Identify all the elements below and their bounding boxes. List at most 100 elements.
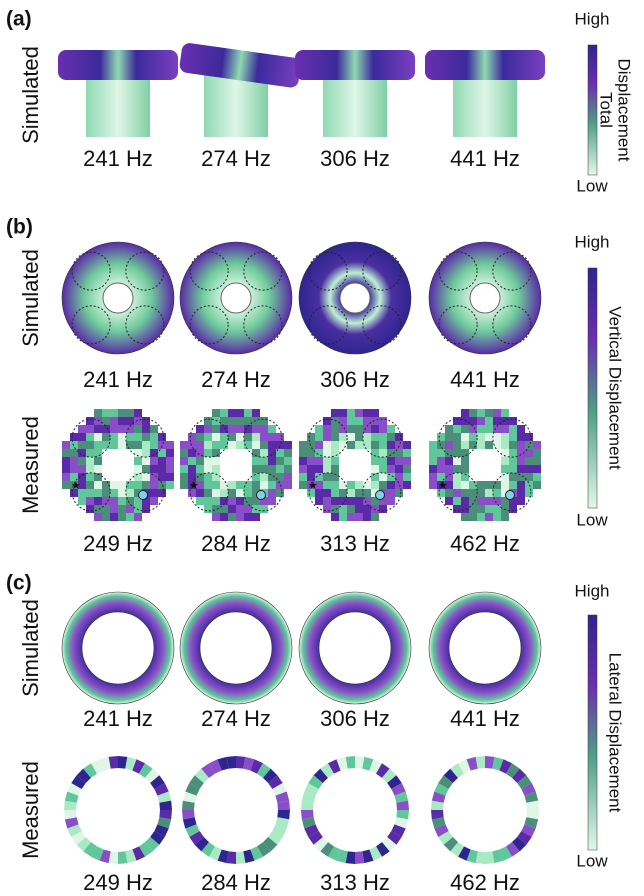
pixel <box>437 449 445 457</box>
mode-shape <box>301 756 409 864</box>
segment <box>466 756 478 771</box>
pixel <box>142 425 150 433</box>
cylinder-body <box>86 75 150 137</box>
pixel <box>453 457 461 465</box>
segment <box>355 851 365 864</box>
mode-shape <box>58 50 178 137</box>
pixel <box>339 489 347 497</box>
pixel <box>158 473 166 481</box>
pixel <box>268 497 276 505</box>
pixel <box>134 481 142 489</box>
colorbar <box>587 44 598 176</box>
pixel <box>485 497 493 505</box>
marker-circle <box>189 305 229 345</box>
pixel <box>323 441 331 449</box>
pixel <box>469 481 477 489</box>
segment <box>506 763 520 778</box>
marker-circle <box>362 418 402 458</box>
pixel <box>126 489 134 497</box>
pixel <box>276 441 284 449</box>
pixel <box>501 441 509 449</box>
pixel <box>220 457 228 465</box>
colorbar-title: Lateral Displacement <box>606 653 625 813</box>
marker-circle <box>438 251 478 291</box>
segment <box>431 810 444 820</box>
pixel <box>339 417 347 425</box>
pixel <box>118 441 126 449</box>
pixel <box>347 449 355 457</box>
marker-circle <box>492 251 532 291</box>
frequency-label: 249 Hz <box>83 531 153 556</box>
pixel <box>437 489 445 497</box>
pixel <box>110 481 118 489</box>
frequency-label: 441 Hz <box>450 367 520 392</box>
pixel <box>212 473 220 481</box>
segment <box>320 763 334 778</box>
pixel <box>260 441 268 449</box>
segment <box>301 791 316 803</box>
pixel <box>315 481 323 489</box>
pixel <box>323 497 331 505</box>
pixel <box>212 513 220 521</box>
pixel <box>363 441 371 449</box>
segment <box>243 849 255 864</box>
segment <box>394 791 409 803</box>
pixel <box>379 433 387 441</box>
pixel <box>485 417 493 425</box>
pixel <box>363 513 371 521</box>
segment <box>209 846 222 861</box>
pixel <box>102 449 110 457</box>
pixel <box>347 481 355 489</box>
pixel <box>461 425 469 433</box>
pixel <box>307 489 315 497</box>
pixel <box>158 481 166 489</box>
pixel <box>347 473 355 481</box>
pixel <box>236 457 244 465</box>
pixel <box>445 489 453 497</box>
pixel <box>493 505 501 513</box>
pixel <box>94 473 102 481</box>
pixel <box>525 473 533 481</box>
pixel <box>236 433 244 441</box>
segment <box>301 800 314 810</box>
pixel <box>387 481 395 489</box>
pixel <box>118 409 126 417</box>
pixel <box>62 449 70 457</box>
pixel <box>355 513 363 521</box>
pixel <box>118 449 126 457</box>
pixel <box>517 433 525 441</box>
pixel <box>387 457 395 465</box>
pixel <box>371 409 379 417</box>
pixel <box>252 505 260 513</box>
pixel <box>363 481 371 489</box>
pixel <box>276 489 284 497</box>
pixel <box>180 481 188 489</box>
pixel <box>134 465 142 473</box>
pixel <box>379 417 387 425</box>
segment <box>76 768 92 784</box>
pixel <box>78 489 86 497</box>
pixel <box>78 441 86 449</box>
mode-shape <box>295 50 415 137</box>
segment <box>506 842 520 857</box>
pixel <box>501 473 509 481</box>
pixel <box>118 417 126 425</box>
pixel <box>469 433 477 441</box>
pixel <box>461 433 469 441</box>
segment <box>64 817 79 829</box>
pixel <box>339 473 347 481</box>
pixel <box>62 441 70 449</box>
pixel <box>102 497 110 505</box>
pixel <box>118 489 126 497</box>
pixel <box>94 513 102 521</box>
pixel <box>299 465 307 473</box>
pixel <box>220 473 228 481</box>
pixel <box>331 433 339 441</box>
pixel <box>331 465 339 473</box>
pixel <box>260 457 268 465</box>
pixel <box>166 457 174 465</box>
pixel <box>244 457 252 465</box>
pixel <box>323 449 331 457</box>
pixel <box>134 457 142 465</box>
pixel <box>445 497 453 505</box>
